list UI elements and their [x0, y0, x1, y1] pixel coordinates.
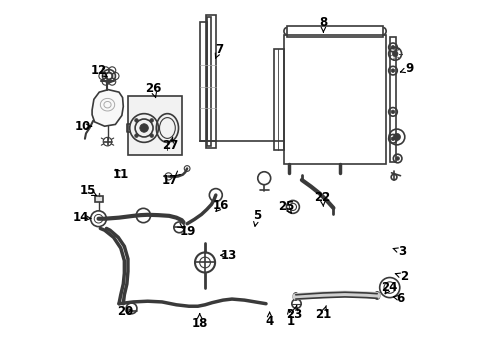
Bar [284, 35, 386, 164]
Text: 13: 13 [220, 249, 236, 262]
Text: 24: 24 [381, 281, 397, 294]
Circle shape [390, 137, 394, 140]
Circle shape [395, 157, 399, 160]
Text: 12: 12 [91, 64, 107, 77]
Bar [389, 37, 395, 162]
Text: 10: 10 [74, 120, 90, 133]
Text: 23: 23 [286, 308, 302, 321]
Bar [286, 26, 383, 37]
Circle shape [134, 134, 138, 138]
Circle shape [134, 118, 138, 122]
Text: 25: 25 [278, 201, 294, 213]
Circle shape [390, 110, 394, 114]
Text: 27: 27 [162, 139, 178, 152]
Circle shape [390, 69, 394, 72]
Circle shape [392, 134, 400, 140]
Text: 22: 22 [314, 191, 330, 204]
Text: 15: 15 [79, 184, 96, 197]
Bar [199, 22, 206, 140]
Text: 20: 20 [117, 305, 133, 318]
Bar [95, 196, 102, 202]
Text: 14: 14 [73, 211, 89, 224]
Circle shape [391, 51, 397, 57]
Text: 11: 11 [112, 168, 129, 181]
Circle shape [150, 118, 153, 122]
Circle shape [390, 45, 394, 49]
Text: 2: 2 [399, 270, 407, 283]
Text: 17: 17 [162, 174, 178, 186]
Bar [205, 15, 215, 148]
Text: 9: 9 [405, 62, 413, 75]
Circle shape [150, 134, 153, 138]
Polygon shape [92, 90, 123, 126]
Text: 1: 1 [286, 315, 295, 328]
Text: 4: 4 [265, 315, 273, 328]
Text: 3: 3 [397, 245, 406, 258]
Circle shape [140, 124, 148, 132]
Text: 18: 18 [191, 317, 207, 330]
Text: 21: 21 [315, 308, 331, 321]
Bar [207, 17, 210, 146]
Text: 6: 6 [396, 292, 404, 305]
Text: 19: 19 [179, 225, 196, 238]
Text: 5: 5 [252, 210, 261, 222]
Text: 7: 7 [215, 42, 223, 55]
Text: 26: 26 [144, 82, 161, 95]
Bar [128, 96, 182, 155]
Text: 16: 16 [213, 199, 229, 212]
Bar [273, 49, 284, 149]
Text: 8: 8 [319, 16, 327, 29]
